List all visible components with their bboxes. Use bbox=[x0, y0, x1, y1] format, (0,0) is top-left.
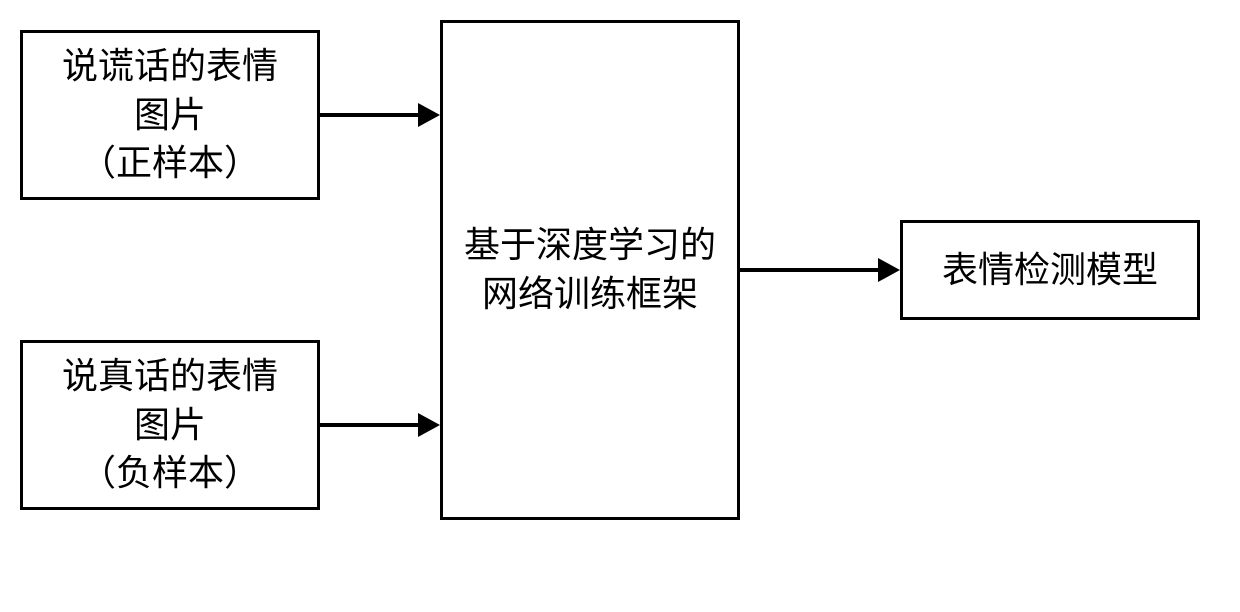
edge-line bbox=[320, 113, 418, 117]
text-line: 说真话的表情 bbox=[62, 356, 278, 396]
diagram-canvas: 说谎话的表情 图片 （正样本） 说真话的表情 图片 （负样本） 基于深度学习的 … bbox=[0, 0, 1240, 612]
node-negative-sample-text: 说真话的表情 图片 （负样本） bbox=[62, 352, 278, 498]
text-line: 表情检测模型 bbox=[942, 250, 1158, 290]
node-detection-model: 表情检测模型 bbox=[900, 220, 1200, 320]
text-line: （负样本） bbox=[80, 453, 260, 493]
edge-line bbox=[740, 268, 878, 272]
node-negative-sample: 说真话的表情 图片 （负样本） bbox=[20, 340, 320, 510]
node-training-framework-text: 基于深度学习的 网络训练框架 bbox=[464, 221, 716, 318]
arrow-right-icon bbox=[418, 103, 440, 127]
node-positive-sample-text: 说谎话的表情 图片 （正样本） bbox=[62, 42, 278, 188]
edge-line bbox=[320, 423, 418, 427]
text-line: （正样本） bbox=[80, 143, 260, 183]
text-line: 图片 bbox=[134, 95, 206, 135]
node-detection-model-text: 表情检测模型 bbox=[942, 246, 1158, 295]
arrow-right-icon bbox=[418, 413, 440, 437]
text-line: 基于深度学习的 bbox=[464, 225, 716, 265]
arrow-right-icon bbox=[878, 258, 900, 282]
text-line: 网络训练框架 bbox=[482, 274, 698, 314]
text-line: 说谎话的表情 bbox=[62, 46, 278, 86]
node-training-framework: 基于深度学习的 网络训练框架 bbox=[440, 20, 740, 520]
text-line: 图片 bbox=[134, 405, 206, 445]
node-positive-sample: 说谎话的表情 图片 （正样本） bbox=[20, 30, 320, 200]
